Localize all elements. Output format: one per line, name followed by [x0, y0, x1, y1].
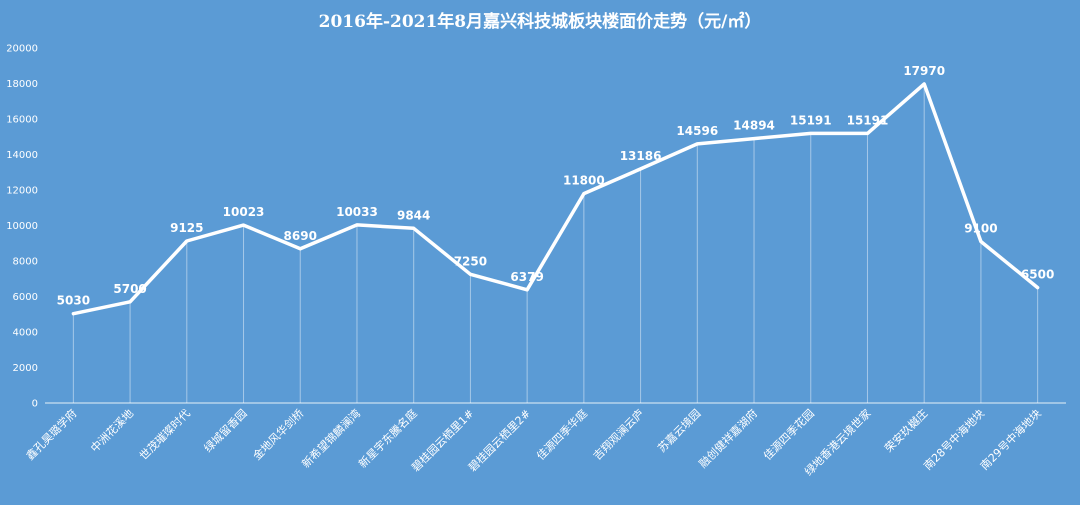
y-axis-ticks: 0 2000 4000 6000 8000 10000 12000 14000 16000 180…	[6, 44, 38, 410]
y-tick-label: 2000	[13, 363, 38, 374]
x-tick-label: 融创健祥嘉湖府	[696, 406, 760, 470]
y-tick-label: 6000	[13, 292, 38, 303]
x-tick-label: 南28号中海地块	[921, 406, 987, 472]
y-tick-label: 10000	[6, 221, 38, 232]
data-label: 10023	[223, 205, 265, 219]
data-label: 6379	[510, 270, 543, 284]
y-tick-label: 16000	[6, 115, 38, 126]
data-label: 13186	[620, 149, 662, 163]
y-tick-label: 18000	[6, 79, 38, 90]
x-tick-label: 世茂璀璨时代	[136, 406, 193, 463]
y-tick-label: 20000	[6, 44, 38, 55]
y-tick-label: 12000	[6, 186, 38, 197]
x-tick-label: 新星宇东騰名庭	[355, 406, 419, 470]
data-label: 8690	[284, 229, 317, 243]
x-tick-label: 金地风华剑桥	[250, 406, 307, 463]
x-tick-label: 吉翔观澜云庐	[590, 406, 647, 463]
chart-title: 2016年-2021年8月嘉兴科技城板块楼面价走势（元/㎡）	[319, 11, 762, 32]
data-label: 6500	[1021, 268, 1054, 282]
data-label: 15191	[790, 113, 832, 127]
y-tick-label: 4000	[13, 328, 38, 339]
data-label: 17970	[903, 64, 945, 78]
data-label: 5700	[113, 282, 146, 296]
y-tick-label: 8000	[13, 257, 38, 268]
x-tick-label: 鑫孔昊璐学府	[23, 406, 80, 463]
x-tick-label: 南29号中海地块	[977, 406, 1043, 472]
x-axis-ticks: 鑫孔昊璐学府 中洲花溪地 世茂璀璨时代 绿城留香园 金地风华剑桥新希望锦麟澜湾新星宇东騰…	[23, 406, 1044, 478]
y-tick-label: 14000	[6, 150, 38, 161]
data-label: 11800	[563, 174, 605, 188]
data-label: 9100	[964, 221, 997, 235]
x-tick-label: 苏嘉云境园	[655, 406, 704, 455]
data-label: 14894	[733, 119, 775, 133]
data-label: 9125	[170, 221, 203, 235]
data-label: 5030	[57, 294, 90, 308]
x-tick-label: 新希望锦麟澜湾	[299, 406, 363, 470]
x-tick-label: 佳源四季花园	[760, 406, 817, 463]
x-tick-label: 中洲花溪地	[88, 407, 136, 455]
drop-lines	[72, 84, 1039, 403]
series-line	[71, 82, 1040, 316]
y-tick-label: 0	[32, 399, 38, 410]
data-labels: 5030 5700 9125 10023 8690 10033 9844 7250 6379 11…	[57, 64, 1055, 308]
data-label: 10033	[336, 205, 378, 219]
data-label: 15191	[847, 113, 889, 127]
x-tick-label: 绿城留香园	[201, 406, 250, 455]
x-tick-label: 荣安玖樾庄	[882, 406, 931, 455]
data-label: 7250	[454, 254, 487, 268]
data-label: 9844	[397, 208, 430, 222]
data-label: 14596	[676, 124, 718, 138]
x-tick-label: 佳源四季华庭	[533, 406, 590, 463]
